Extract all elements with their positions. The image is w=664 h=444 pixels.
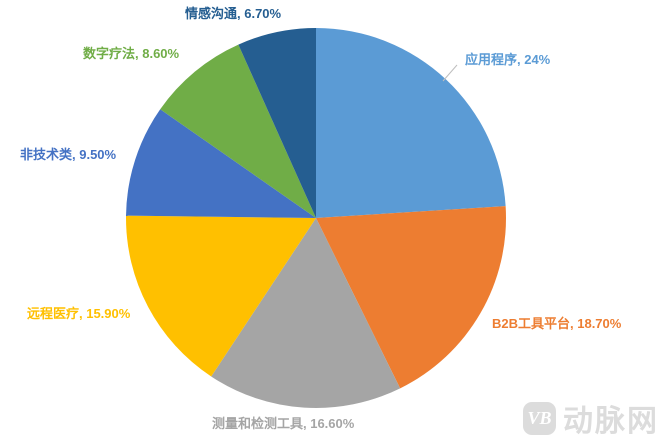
pie-slice-6 [238, 28, 316, 218]
vb-logo-icon: VB [523, 401, 556, 435]
pie-slice-3 [126, 215, 316, 377]
watermark: VB 动脉网 [523, 396, 659, 440]
label-leader-line [442, 64, 458, 82]
pie-slice-4 [126, 109, 317, 218]
watermark-brand-text: 动脉网 [563, 405, 659, 438]
pie-slice-5 [160, 44, 316, 219]
pie-slice-1 [316, 206, 507, 389]
pie-slice-0 [316, 28, 506, 218]
pie-slice-2 [211, 218, 401, 408]
